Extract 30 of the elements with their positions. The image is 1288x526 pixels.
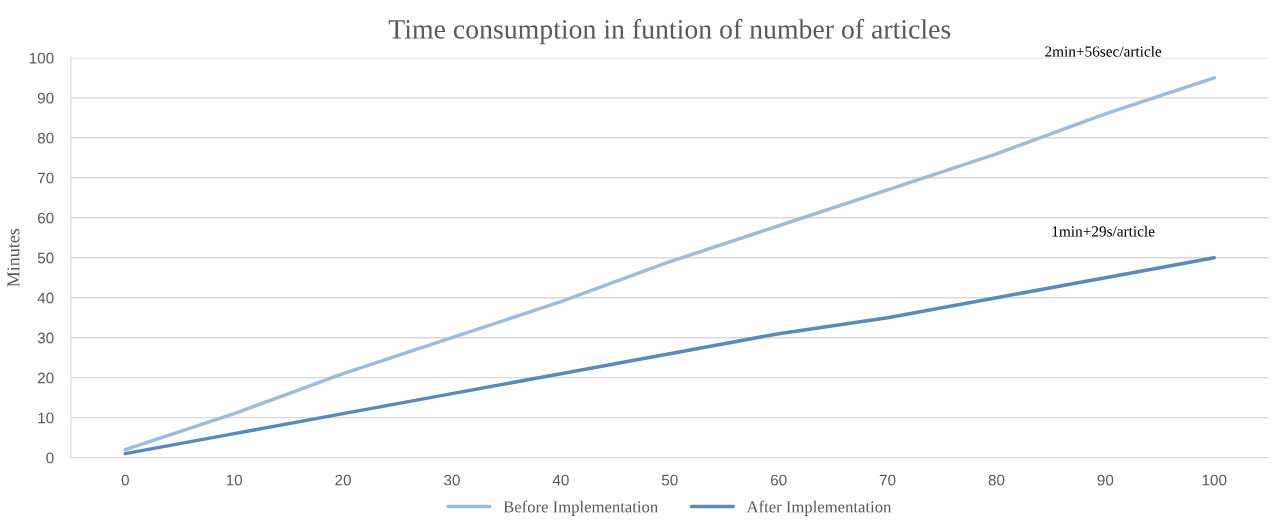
x-tick-label: 20 xyxy=(335,474,351,486)
x-tick-label: 0 xyxy=(121,474,129,486)
y-tick-label: 70 xyxy=(37,172,54,184)
line-series xyxy=(123,256,1216,456)
x-tick-label: 30 xyxy=(444,474,460,486)
annotation: 1min+29s/article xyxy=(1052,225,1155,237)
x-tick-label: 50 xyxy=(661,474,678,486)
y-tick-label: 0 xyxy=(46,452,54,464)
line-series xyxy=(123,76,1216,452)
legend-label: Before Implementation xyxy=(503,500,658,516)
x-tick-label: 70 xyxy=(879,474,896,486)
y-tick-label: 100 xyxy=(29,52,54,64)
x-tick-label: 40 xyxy=(552,474,569,486)
y-tick-label: 60 xyxy=(37,212,54,224)
y-tick-label: 10 xyxy=(38,412,54,424)
y-tick-label: 50 xyxy=(37,252,54,264)
y-tick-label: 30 xyxy=(37,332,54,344)
x-tick-label: 80 xyxy=(988,474,1005,486)
y-axis-title: Minutes xyxy=(7,228,20,287)
x-tick-label: 100 xyxy=(1202,474,1227,486)
x-tick-label: 90 xyxy=(1097,474,1114,486)
y-tick-label: 90 xyxy=(37,92,54,104)
y-tick-label: 20 xyxy=(37,372,54,384)
x-tick-label: 60 xyxy=(770,474,787,486)
chart-title: Time consumption in funtion of number of articles xyxy=(388,18,951,45)
legend-label: After Implementation xyxy=(746,500,892,516)
text: 2min+56sec/article xyxy=(1045,45,1162,57)
y-tick-label: 40 xyxy=(37,292,54,304)
x-tick-label: 10 xyxy=(226,474,243,486)
y-tick-label: 80 xyxy=(37,132,54,144)
